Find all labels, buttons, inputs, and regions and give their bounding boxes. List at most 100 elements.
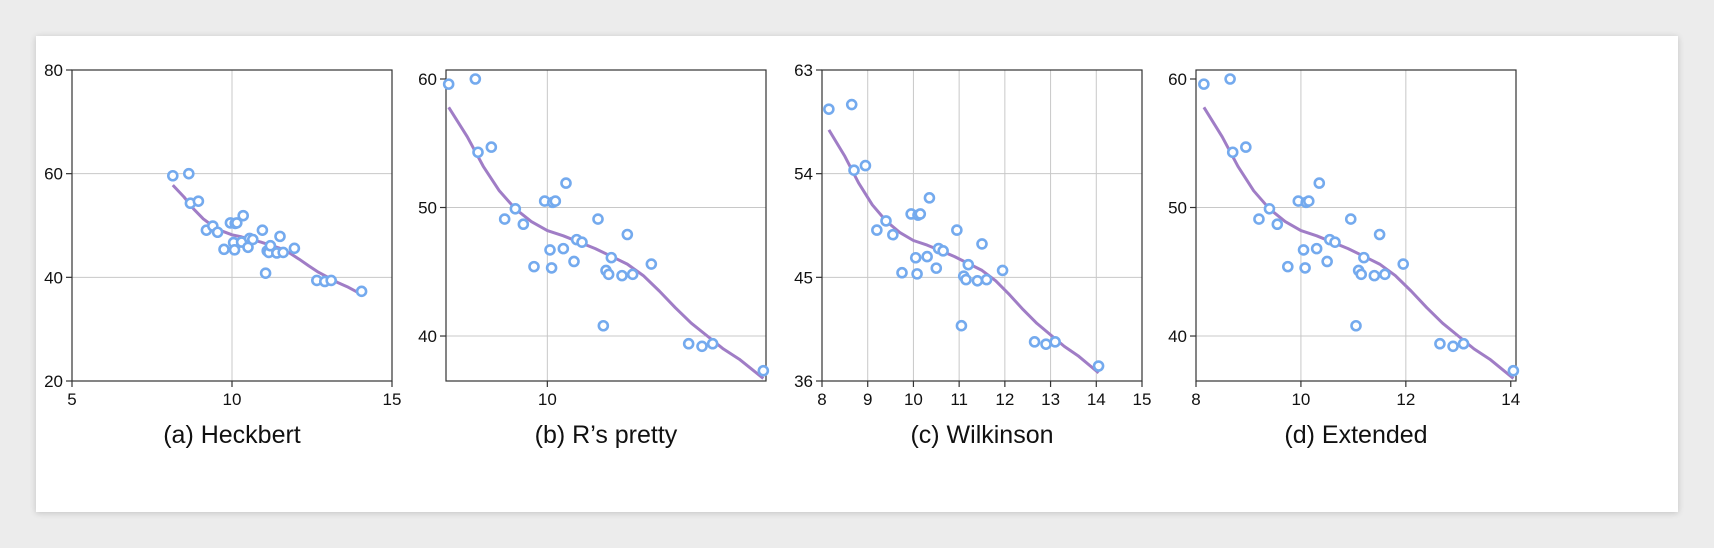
- data-point: [616, 269, 628, 282]
- x-tick-label: 8: [817, 390, 826, 409]
- data-point: [528, 260, 540, 273]
- data-point: [645, 258, 658, 270]
- data-point: [592, 213, 604, 225]
- data-point: [1198, 78, 1210, 90]
- data-point: [1240, 141, 1252, 153]
- data-point: [1313, 177, 1326, 189]
- data-point: [1028, 336, 1041, 348]
- data-point: [1224, 73, 1236, 85]
- data-point: [1040, 338, 1052, 350]
- data-point: [845, 98, 858, 111]
- data-point: [576, 236, 588, 249]
- x-tick-label: 14: [1501, 390, 1520, 409]
- data-point: [951, 224, 963, 236]
- data-point: [1344, 213, 1357, 225]
- data-point: [880, 215, 892, 227]
- trend-line: [827, 129, 1100, 375]
- y-tick-label: 54: [794, 165, 813, 184]
- x-tick-label: 10: [538, 390, 557, 409]
- data-point: [1397, 258, 1410, 270]
- data-point: [871, 224, 883, 236]
- data-point: [1049, 336, 1061, 348]
- y-tick-label: 40: [1168, 327, 1187, 346]
- plot-frame: [1195, 69, 1517, 382]
- y-tick-label: 20: [44, 372, 63, 391]
- x-tick-label: 13: [1041, 390, 1060, 409]
- trend-line: [1202, 106, 1515, 380]
- y-tick-label: 60: [44, 165, 63, 184]
- data-point: [509, 202, 522, 215]
- data-point: [355, 285, 368, 298]
- x-tick-label: 5: [67, 390, 76, 409]
- x-tick-label: 15: [1133, 390, 1152, 409]
- data-point: [325, 274, 338, 287]
- y-tick-label: 63: [794, 61, 813, 80]
- data-point: [1253, 213, 1265, 225]
- data-point: [921, 250, 933, 263]
- x-tick-label: 12: [1396, 390, 1415, 409]
- data-point: [1355, 268, 1368, 281]
- panel-caption: (b) R’s pretty: [535, 421, 678, 449]
- data-point: [909, 251, 922, 264]
- data-point: [1302, 195, 1315, 207]
- data-point: [996, 264, 1009, 277]
- data-point: [682, 337, 695, 350]
- data-point: [211, 226, 224, 239]
- y-tick-label: 40: [44, 268, 63, 287]
- data-point: [976, 238, 988, 250]
- y-tick-label: 60: [418, 70, 437, 89]
- x-tick-label: 10: [904, 390, 923, 409]
- x-tick-label: 11: [950, 390, 968, 409]
- data-point: [1297, 244, 1310, 256]
- data-point: [955, 319, 968, 332]
- data-point: [823, 103, 835, 115]
- data-point: [605, 251, 618, 264]
- figure-card: 5 10 15 20 40 60 80 (a) Heckbert 10 40 50 60 (b) R’s…: [36, 36, 1678, 512]
- data-point: [1447, 340, 1459, 353]
- trend-line: [447, 106, 765, 380]
- plot-frame: [445, 69, 767, 382]
- data-point: [1299, 262, 1311, 274]
- data-point: [1226, 146, 1239, 159]
- data-point: [602, 268, 615, 281]
- data-point: [277, 246, 289, 259]
- data-point: [1271, 218, 1284, 231]
- y-tick-label: 45: [794, 268, 813, 287]
- data-point: [1434, 337, 1446, 350]
- data-point: [545, 262, 558, 274]
- y-tick-label: 80: [44, 61, 63, 80]
- data-point: [183, 167, 195, 180]
- panel-caption: (a) Heckbert: [163, 421, 301, 449]
- data-point: [485, 141, 498, 153]
- data-point: [442, 78, 455, 90]
- x-tick-label: 14: [1087, 390, 1106, 409]
- data-point: [264, 239, 277, 252]
- data-point: [980, 273, 993, 286]
- data-point: [167, 169, 179, 182]
- data-point: [1263, 202, 1276, 215]
- data-point: [247, 233, 259, 246]
- figure-svg: 5 10 15 20 40 60 80 (a) Heckbert 10 40 50 60 (b) R’s…: [44, 61, 1520, 449]
- data-point: [517, 218, 530, 231]
- data-point: [621, 228, 634, 241]
- data-point: [626, 268, 639, 281]
- data-point: [560, 177, 572, 189]
- chart-panel-4: 8 10 12 14 40 50 60 (d) Extended: [1168, 69, 1520, 449]
- data-point: [288, 242, 301, 255]
- data-point: [962, 258, 975, 271]
- plot-frame: [821, 69, 1143, 382]
- data-point: [848, 164, 860, 177]
- data-point: [1457, 337, 1470, 350]
- data-point: [706, 337, 719, 350]
- data-point: [696, 340, 708, 353]
- data-point: [498, 213, 511, 225]
- data-point: [472, 146, 484, 159]
- y-tick-label: 36: [794, 372, 813, 391]
- data-point: [231, 217, 243, 229]
- x-tick-label: 12: [995, 390, 1014, 409]
- y-tick-label: 50: [1168, 199, 1187, 218]
- y-tick-label: 60: [1168, 70, 1187, 89]
- data-point: [568, 255, 580, 268]
- data-point: [1321, 255, 1333, 268]
- data-point: [1379, 268, 1391, 281]
